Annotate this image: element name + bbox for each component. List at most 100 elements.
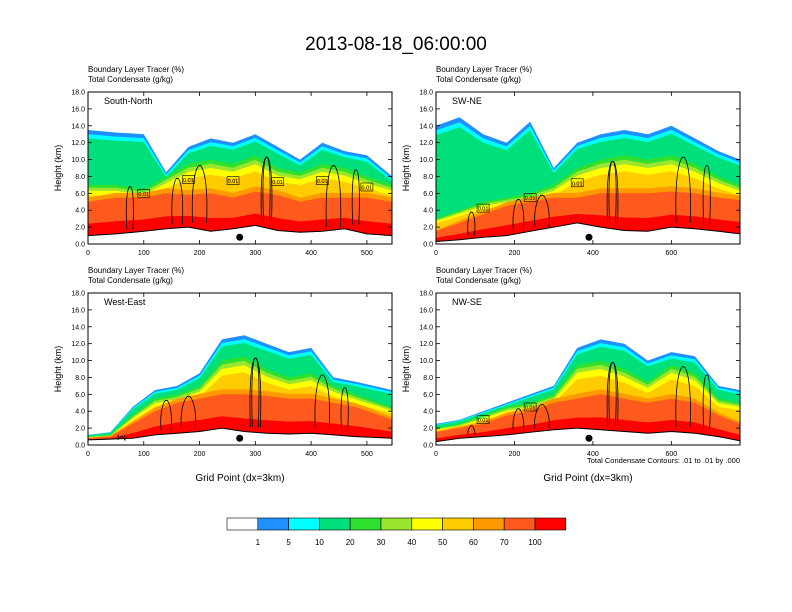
colorbar-label: 5 <box>286 538 291 547</box>
tracer-band-9 <box>436 417 740 442</box>
y-axis-label: Height (km) <box>401 145 411 192</box>
subtitle-condensate: Total Condensate (g/kg) <box>88 276 173 285</box>
contour-label: 0.01 <box>525 406 536 412</box>
subtitle-condensate: Total Condensate (g/kg) <box>436 75 521 84</box>
colorbar-swatch <box>380 517 413 531</box>
y-tick-label: 16.0 <box>419 106 433 113</box>
location-marker <box>585 434 593 442</box>
y-tick-label: 8.0 <box>423 174 433 181</box>
contour-label-box <box>360 182 374 192</box>
colorbar-swatch <box>442 517 474 531</box>
condensate-contour <box>180 395 197 429</box>
condensate-contour <box>351 169 360 225</box>
plot-area: 0.01 0.01 0.01 0.01 0.01 0.01 <box>88 130 392 244</box>
contour-label: 0.01 <box>572 181 583 187</box>
contour-label: 0.01 <box>478 207 489 213</box>
y-tick-label: 8.0 <box>75 174 85 181</box>
contour-label: 0.01 <box>317 179 328 185</box>
y-tick-label: 4.0 <box>75 208 85 215</box>
y-tick-label: 14.0 <box>71 324 85 331</box>
condensate-contour <box>467 425 476 435</box>
x-tick-label: 600 <box>666 451 678 458</box>
x-tick-label: 0 <box>434 451 438 458</box>
panel-south-north: 0.010.01 0.01 0.01 0.010.010.02.04.06.08.01… <box>53 65 393 257</box>
x-tick-label: 0 <box>86 451 90 458</box>
x-tick-label: 400 <box>587 250 599 257</box>
condensate-contour <box>191 165 208 223</box>
condensate-contour <box>314 374 331 429</box>
condensate-contour <box>702 374 711 429</box>
y-tick-label: 0.0 <box>423 242 433 249</box>
x-axis-label: Grid Point (dx=3km) <box>543 473 632 484</box>
contour-label-box <box>182 175 195 184</box>
condensate-contour <box>606 361 619 426</box>
condensate-contour <box>675 366 691 428</box>
y-tick-label: 16.0 <box>71 106 85 113</box>
colorbar-label: 1 <box>256 538 261 547</box>
contour-label: 0.01 <box>478 418 489 424</box>
colorbar-label: 100 <box>528 538 542 547</box>
contour-label: 0.01 <box>183 178 194 184</box>
contour-label: 0.01 <box>525 196 536 202</box>
colorbar-label: 30 <box>377 538 386 547</box>
subtitle-tracer: Boundary Layer Tracer (%) <box>436 65 532 74</box>
condensate-contour <box>117 434 126 441</box>
y-tick-label: 10.0 <box>419 157 433 164</box>
x-tick-label: 0 <box>86 250 90 257</box>
contour-label-box <box>523 193 537 202</box>
contour-label-box <box>523 402 537 412</box>
condensate-contour <box>702 165 711 225</box>
x-tick-label: 100 <box>138 250 150 257</box>
colorbar-swatch <box>473 517 505 531</box>
location-marker <box>236 233 244 241</box>
y-axis-label: Height (km) <box>53 145 63 192</box>
y-tick-label: 16.0 <box>71 307 85 314</box>
colorbar-swatch <box>349 517 382 531</box>
x-tick-label: 500 <box>361 250 373 257</box>
plot-area: 0.01 0.01 0.01 <box>436 117 740 244</box>
colorbar-swatch <box>288 517 320 531</box>
y-tick-label: 0.0 <box>423 443 433 450</box>
x-tick-label: 500 <box>361 451 373 458</box>
y-tick-label: 14.0 <box>71 123 85 130</box>
x-tick-label: 400 <box>305 451 317 458</box>
subtitle-condensate: Total Condensate (g/kg) <box>436 276 521 285</box>
subtitle-tracer: Boundary Layer Tracer (%) <box>88 266 184 275</box>
y-tick-label: 6.0 <box>423 191 433 198</box>
x-tick-label: 400 <box>305 250 317 257</box>
x-tick-label: 300 <box>249 451 261 458</box>
x-tick-label: 400 <box>587 451 599 458</box>
panel-sw-ne: 0.01 0.01 0.01 0.0 2.0 4.0 6.0 8.0 10.0 12.0 14.0 1… <box>401 65 741 257</box>
contour-label-box <box>476 203 490 213</box>
y-tick-label: 8.0 <box>423 375 433 382</box>
plot-frame <box>435 91 741 245</box>
x-tick-label: 200 <box>509 250 521 257</box>
condensate-contour <box>512 198 525 232</box>
y-tick-label: 4.0 <box>423 208 433 215</box>
y-tick-label: 6.0 <box>75 191 85 198</box>
condensate-contour <box>249 357 262 428</box>
condensate-contour <box>325 165 342 228</box>
condensate-contour <box>125 186 134 230</box>
y-tick-label: 12.0 <box>71 140 85 147</box>
location-marker <box>585 233 593 241</box>
x-tick-label: 0 <box>434 250 438 257</box>
y-tick-label: 18.0 <box>71 90 85 97</box>
y-tick-label: 14.0 <box>419 324 433 331</box>
colorbar-swatch <box>319 517 351 531</box>
contour-label-box <box>315 176 329 185</box>
panel-name: NW-SE <box>452 297 482 307</box>
x-tick-label: 200 <box>194 250 206 257</box>
y-tick-label: 2.0 <box>423 426 433 433</box>
colorbar-swatch <box>226 517 259 531</box>
y-tick-label: 2.0 <box>75 426 85 433</box>
colorbar-label: 20 <box>346 538 355 547</box>
x-axis-label: Grid Point (dx=3km) <box>195 473 284 484</box>
panel-name: SW-NE <box>452 96 482 106</box>
y-tick-label: 6.0 <box>423 392 433 399</box>
contour-label-box <box>226 176 240 185</box>
condensate-contour <box>534 404 550 429</box>
panel-name: West-East <box>104 297 146 307</box>
subtitle-condensate: Total Condensate (g/kg) <box>88 75 173 84</box>
